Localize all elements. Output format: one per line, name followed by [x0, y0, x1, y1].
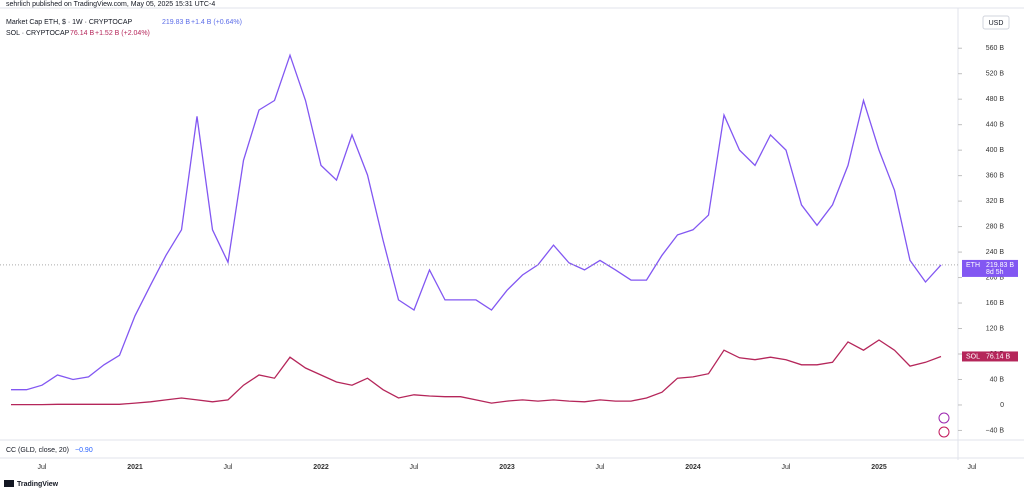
price-tag-value: 219.83 B: [986, 262, 1014, 269]
price-tag: [962, 259, 1018, 277]
x-tick-label: Jul: [968, 464, 977, 471]
indicator-value: −0.90: [75, 447, 93, 454]
legend-sol-last: 76.14 B: [70, 30, 94, 37]
legend-sol-change: +1.52 B (+2.04%): [95, 30, 150, 37]
x-tick-label: Jul: [596, 464, 605, 471]
x-tick-label: 2022: [313, 464, 329, 471]
series-line: [11, 339, 942, 406]
x-tick-label: 2023: [499, 464, 515, 471]
y-tick-label: 280 B: [986, 223, 1005, 230]
x-tick-label: 2021: [127, 464, 143, 471]
legend-sol-name: SOL · CRYPTOCAP: [6, 30, 70, 37]
legend-eth-change: +1.4 B (+0.64%): [191, 19, 242, 26]
x-tick-label: Jul: [38, 464, 47, 471]
x-tick-label: 2024: [685, 464, 701, 471]
series-line: [11, 53, 942, 391]
y-tick-label: 400 B: [986, 147, 1005, 154]
y-tick-label: 520 B: [986, 71, 1005, 78]
x-tick-label: Jul: [224, 464, 233, 471]
price-tag: [962, 351, 1018, 362]
y-tick-label: 200 B: [986, 274, 1005, 281]
event-icon: [938, 426, 950, 438]
y-tick-label: 560 B: [986, 45, 1005, 52]
published-note: sehrlich published on TradingView.com, M…: [6, 1, 215, 8]
x-tick-label: Jul: [782, 464, 791, 471]
brand-logo: [4, 480, 14, 487]
brand: TradingView: [17, 481, 59, 488]
x-tick-label: Jul: [410, 464, 419, 471]
legend-eth-last: 219.83 B: [162, 19, 190, 26]
y-tick-label: 440 B: [986, 122, 1005, 129]
y-tick-label: 360 B: [986, 172, 1005, 179]
price-tag-value: 76.14 B: [986, 353, 1010, 360]
event-icon: [938, 412, 950, 424]
price-tag-countdown: 8d 5h: [986, 269, 1004, 276]
plot: [11, 53, 942, 406]
y-tick-label: 40 B: [990, 376, 1005, 383]
y-tick-label: 320 B: [986, 198, 1005, 205]
legend-eth-name: Market Cap ETH, $ · 1W · CRYPTOCAP: [6, 19, 132, 26]
currency-box: [982, 15, 1010, 30]
currency: USD: [989, 20, 1004, 27]
y-tick-label: 160 B: [986, 300, 1005, 307]
x-tick-label: 2025: [871, 464, 887, 471]
y-tick-label: 240 B: [986, 249, 1005, 256]
y-tick-label: 480 B: [986, 96, 1005, 103]
price-tag-name: SOL: [966, 353, 980, 360]
price-tag-name: ETH: [966, 262, 980, 269]
indicator-name: CC (GLD, close, 20): [6, 447, 69, 454]
y-tick-label: 120 B: [986, 325, 1005, 332]
y-tick-label: 0: [1000, 402, 1004, 409]
y-tick-label: −40 B: [986, 427, 1005, 434]
